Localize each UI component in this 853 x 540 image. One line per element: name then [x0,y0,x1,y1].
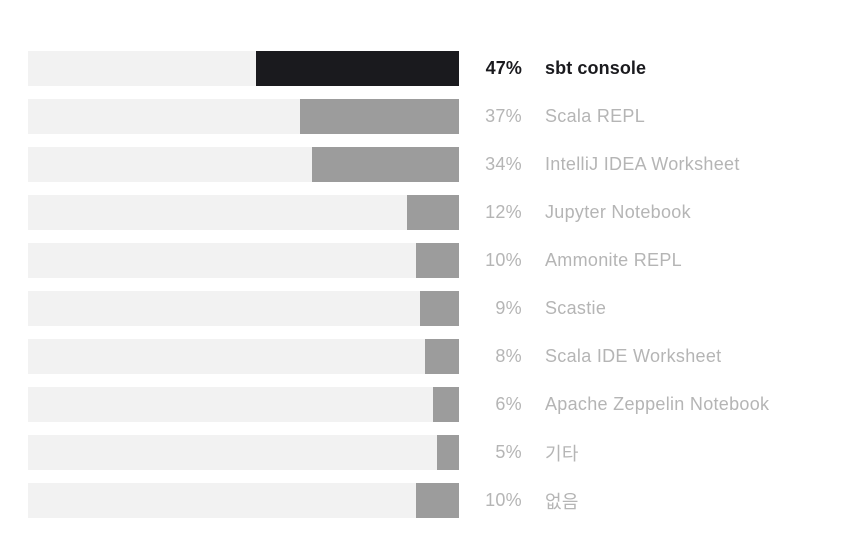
bar-track [28,51,459,86]
category-label: Jupyter Notebook [545,202,691,222]
value-label: 5% [495,442,522,462]
chart-row: 34% IntelliJ IDEA Worksheet [28,147,828,182]
value-label: 10% [485,250,522,270]
value-label: 37% [485,106,522,126]
category-label: Ammonite REPL [545,250,682,270]
bar-fill [433,387,459,422]
chart-row: 47% sbt console [28,51,828,86]
category-label: Scala REPL [545,106,646,126]
bar-fill [312,147,459,182]
bar-fill [437,435,459,470]
value-label: 6% [495,394,522,414]
value-label: 8% [495,346,522,366]
chart-row: 10% Ammonite REPL [28,243,828,278]
value-label: 47% [485,58,522,78]
bar-track [28,147,459,182]
bar-track [28,195,459,230]
category-label: sbt console [545,58,647,78]
bar-track [28,387,459,422]
chart-row: 8% Scala IDE Worksheet [28,339,828,374]
bar-fill [415,243,459,278]
bar-fill [256,51,459,86]
chart-row: 9% Scastie [28,291,828,326]
chart-row: 10% 없음 [28,483,828,518]
chart-row: 5% 기타 [28,435,828,470]
bar-fill [299,99,459,134]
chart-row: 37% Scala REPL [28,99,828,134]
bar-track [28,291,459,326]
bar-track [28,99,459,134]
bar-chart: 47% sbt console 37% Scala REPL 34% Intel… [28,51,828,531]
value-label: 12% [485,202,522,222]
bar-track [28,243,459,278]
category-label: 기타 [545,443,579,464]
category-label: 없음 [545,491,579,512]
bar-fill [415,483,459,518]
category-label: Apache Zeppelin Notebook [545,394,770,414]
bar-fill [424,339,459,374]
bar-track [28,339,459,374]
bar-fill [420,291,459,326]
category-label: IntelliJ IDEA Worksheet [545,154,740,174]
category-label: Scastie [545,298,607,318]
bar-track [28,435,459,470]
chart-row: 12% Jupyter Notebook [28,195,828,230]
bar-fill [407,195,459,230]
bar-track [28,483,459,518]
category-label: Scala IDE Worksheet [545,346,722,366]
chart-row: 6% Apache Zeppelin Notebook [28,387,828,422]
value-label: 34% [485,154,522,174]
value-label: 10% [485,490,522,510]
value-label: 9% [495,298,522,318]
